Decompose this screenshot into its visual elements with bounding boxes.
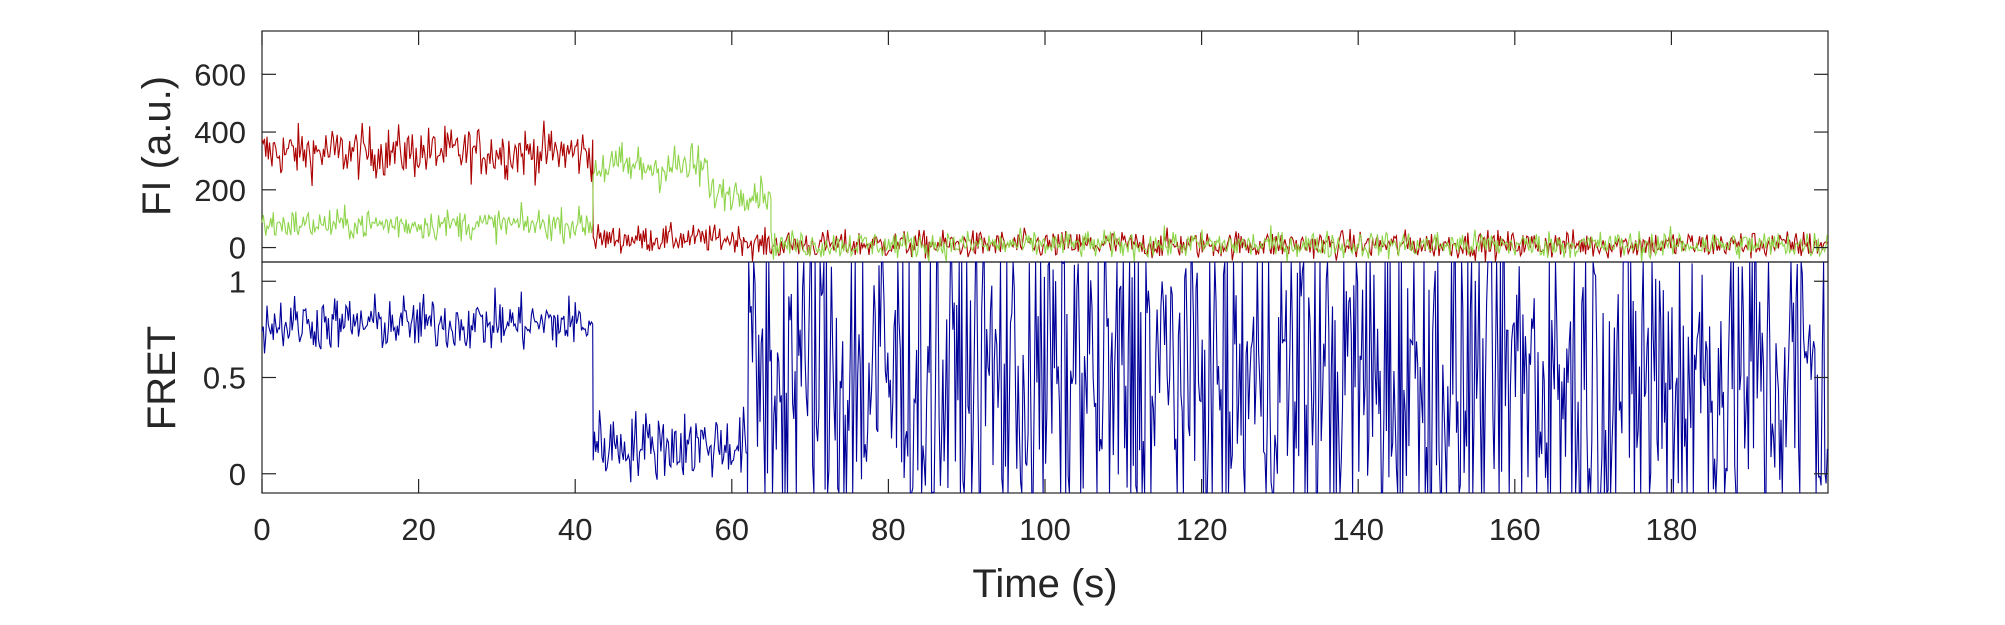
fluorescence-panel: 0 200 400 600 FI (a.u.) xyxy=(135,30,1829,266)
time-x-tick-label: 0 xyxy=(253,512,270,547)
fret-trace-0 xyxy=(261,260,1828,494)
fret-y-ticks: 00.51 xyxy=(203,264,1828,492)
time-x-tick-label: 20 xyxy=(401,512,435,547)
time-x-tick-label: 80 xyxy=(871,512,905,547)
fluorescence-trace-0 xyxy=(261,120,1828,262)
fret-panel: 00.51 0 20 40 60 80 100 120 140 160 180 FRET Time… xyxy=(140,31,1829,606)
fret-y-tick-label: 0.5 xyxy=(203,361,246,396)
fluorescence-traces xyxy=(261,120,1828,263)
fluorescence-y-tick-label: 200 xyxy=(194,173,246,208)
fluorescence-y-tick-label: 0 xyxy=(229,231,246,266)
time-x-tick-label: 180 xyxy=(1646,512,1698,547)
time-x-tick-label: 140 xyxy=(1332,512,1384,547)
time-x-tick-label: 40 xyxy=(558,512,592,547)
fret-y-tick-label: 1 xyxy=(229,264,246,299)
time-x-tick-label: 160 xyxy=(1489,512,1541,547)
time-x-axis-title: Time (s) xyxy=(972,562,1117,606)
fret-y-axis-title: FRET xyxy=(140,326,184,430)
time-x-ticks: 0 20 40 60 80 100 120 140 160 180 xyxy=(253,31,1697,547)
time-x-tick-label: 120 xyxy=(1176,512,1228,547)
fluorescence-y-axis-title: FI (a.u.) xyxy=(135,76,179,216)
fluorescence-y-tick-label: 400 xyxy=(194,115,246,150)
fluorescence-trace-1 xyxy=(261,142,1828,263)
fret-y-tick-label: 0 xyxy=(229,457,246,492)
time-x-tick-label: 60 xyxy=(715,512,749,547)
fluorescence-y-tick-label: 600 xyxy=(194,57,246,92)
fluorescence-y-ticks: 0 200 400 600 xyxy=(194,57,1828,266)
fret-traces xyxy=(261,260,1828,494)
time-x-tick-label: 100 xyxy=(1019,512,1071,547)
